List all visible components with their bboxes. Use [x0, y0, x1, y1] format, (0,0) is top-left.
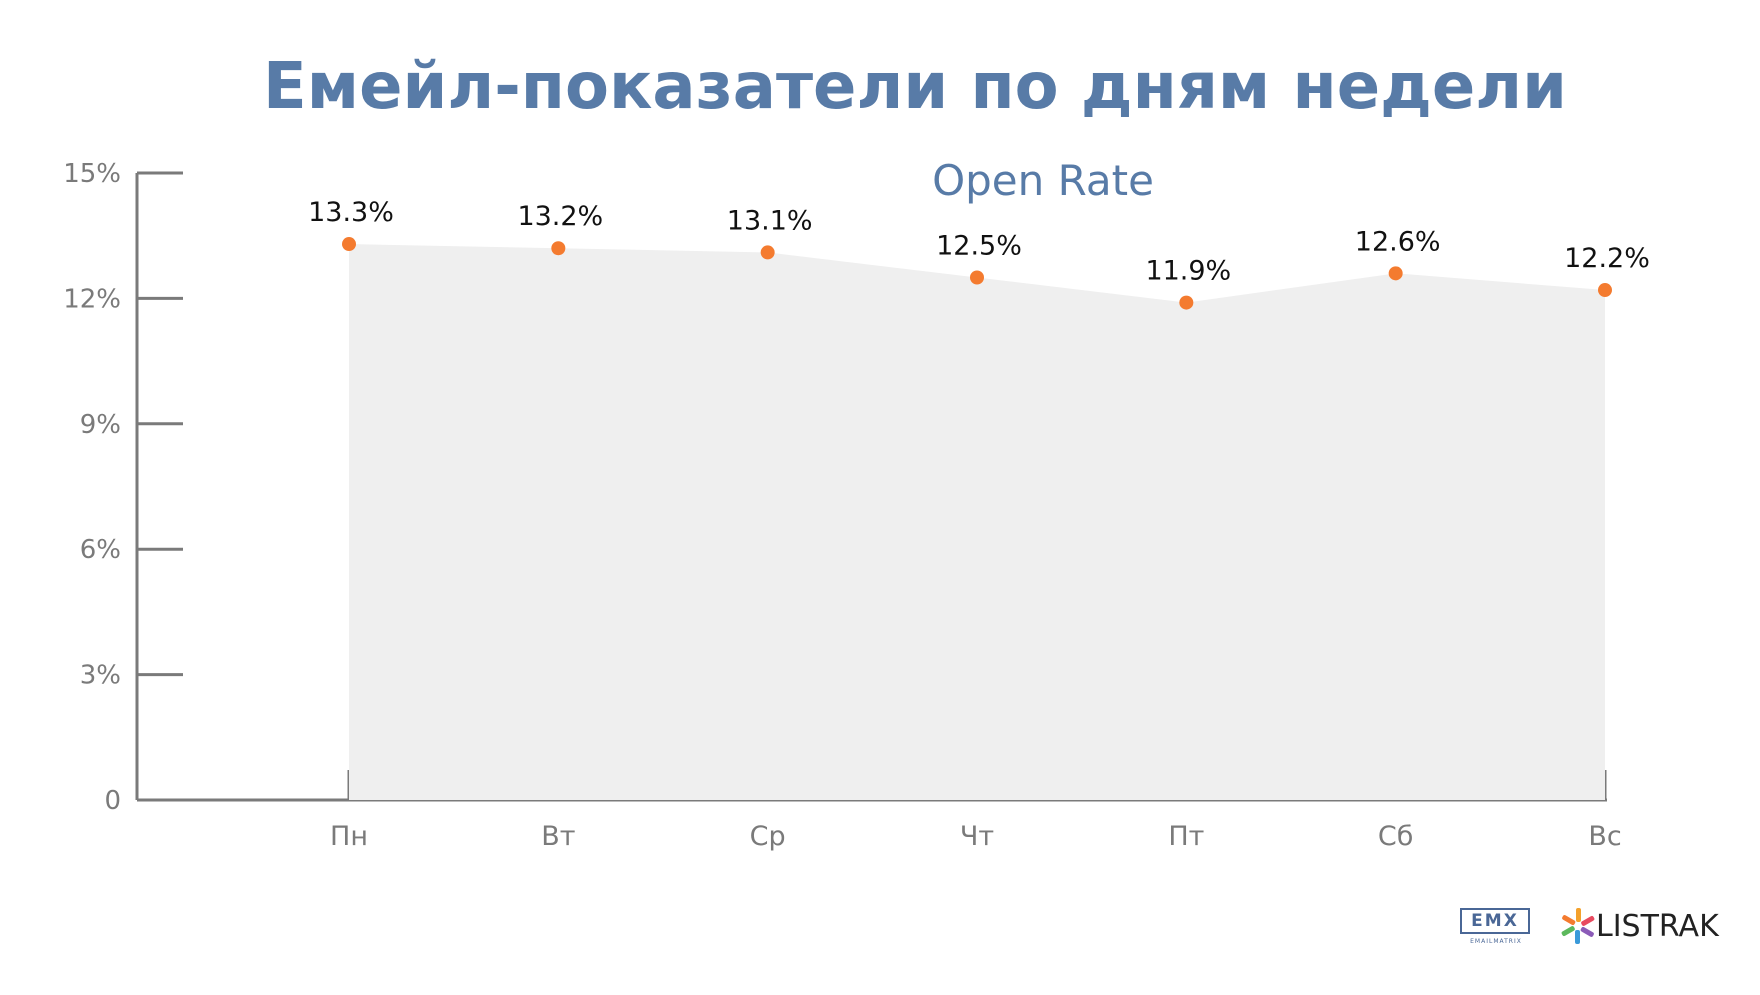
data-label: 12.6%	[1355, 226, 1441, 257]
logos: EMX EMAILMATRIX LISTRAK	[1460, 903, 1740, 963]
emx-logo: EMX	[1460, 908, 1530, 934]
chart-subtitle: Open Rate	[932, 156, 1154, 205]
listrak-logo-text: LISTRAK	[1596, 909, 1719, 944]
chart: 03%6%9%12%15%Пн Вт Ср Чт Пт Сб Вс 13.3% 13.2% 13…	[63, 156, 1650, 852]
data-label: 11.9%	[1145, 256, 1231, 287]
y-tick-label: 3%	[80, 661, 121, 691]
y-tick-label: 9%	[80, 410, 121, 440]
data-label: 13.3%	[308, 197, 394, 228]
x-tick-label: Сб	[1378, 821, 1414, 852]
emx-logo-subtitle: EMAILMATRIX	[1470, 938, 1522, 945]
y-tick-label: 12%	[63, 284, 121, 314]
data-point	[1598, 283, 1612, 298]
data-label: 12.5%	[936, 231, 1022, 262]
x-tick-label: Пт	[1168, 821, 1204, 852]
data-point	[551, 241, 566, 256]
data-label: 12.2%	[1564, 243, 1650, 274]
area-fill	[349, 244, 1605, 800]
y-tick-label: 15%	[63, 159, 121, 189]
area-series	[349, 244, 1605, 800]
x-tick-label: Пн	[330, 821, 368, 852]
data-point	[970, 270, 984, 285]
data-point	[760, 245, 775, 260]
emx-logo-text: EMX	[1471, 911, 1519, 931]
data-point	[1388, 266, 1403, 281]
x-tick-label: Вс	[1588, 821, 1621, 852]
data-label: 13.2%	[517, 201, 603, 232]
data-label: 13.1%	[727, 205, 813, 236]
x-tick-label: Ср	[750, 821, 786, 852]
y-tick-label: 0	[104, 786, 121, 816]
x-tick-label: Чт	[960, 821, 994, 852]
data-point	[342, 237, 356, 252]
data-marks: 13.3% 13.2% 13.1% 12.5% 11.9% 12.6% 12.2%	[308, 197, 1650, 310]
listrak-logo-icon	[1561, 908, 1595, 944]
chart-title: Емейл-показатели по дням недели	[263, 50, 1567, 124]
y-tick-label: 6%	[80, 535, 121, 565]
x-tick-label: Вт	[541, 821, 575, 852]
data-point	[1179, 295, 1194, 310]
